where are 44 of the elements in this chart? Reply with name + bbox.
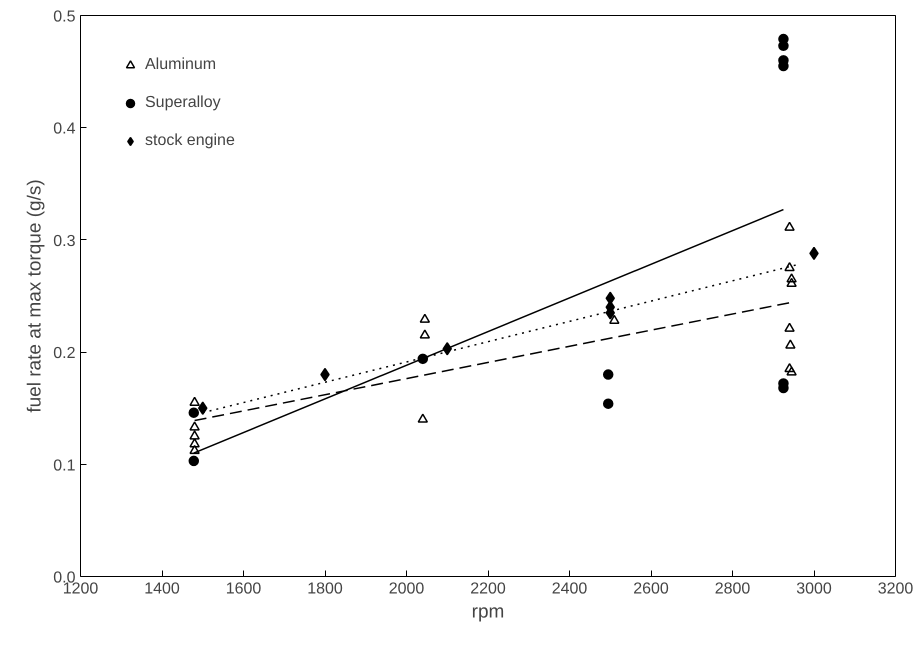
x-tick-label: 2200 [470, 580, 506, 598]
point [420, 329, 430, 339]
y-tick-label: 0.5 [53, 8, 76, 26]
point [786, 366, 797, 376]
legend-label: Superalloy [145, 94, 221, 112]
point [420, 314, 430, 323]
point [189, 430, 200, 440]
point [784, 322, 795, 332]
x-tick-label: 2400 [552, 580, 588, 598]
point [609, 314, 620, 324]
y-tick-label: 0.4 [53, 120, 76, 138]
x-tick-label: 2800 [714, 580, 750, 598]
point [784, 222, 795, 231]
point [784, 362, 795, 372]
x-tick-label: 1600 [226, 580, 262, 598]
x-tick-label: 2600 [633, 580, 669, 598]
point [320, 368, 330, 382]
point [809, 246, 819, 260]
point [188, 456, 200, 466]
point [602, 369, 614, 380]
point [784, 262, 795, 272]
point [189, 396, 200, 406]
x-tick-label: 1800 [307, 580, 343, 598]
legend-label: Aluminum [145, 56, 216, 74]
point [189, 444, 200, 454]
point [778, 40, 789, 52]
point [785, 339, 796, 349]
y-tick-label: 0.2 [53, 345, 76, 362]
point [189, 421, 200, 431]
legend-label: stock engine [145, 132, 235, 150]
x-tick-label: 2000 [388, 580, 424, 598]
y-tick-label: 0.3 [53, 232, 76, 250]
x-tick-label: 3000 [796, 580, 832, 598]
point [189, 438, 200, 448]
point [786, 273, 797, 283]
x-tick-label: 1400 [144, 580, 180, 598]
point [602, 398, 614, 409]
point [786, 278, 797, 288]
x-tick-label: 3200 [878, 580, 914, 598]
point [188, 407, 200, 418]
y-tick-label: 0.1 [53, 457, 76, 474]
point [418, 413, 428, 423]
y-axis-title: fuel rate at max torque (g/s) [24, 179, 46, 413]
x-axis-title: rpm [472, 602, 504, 622]
